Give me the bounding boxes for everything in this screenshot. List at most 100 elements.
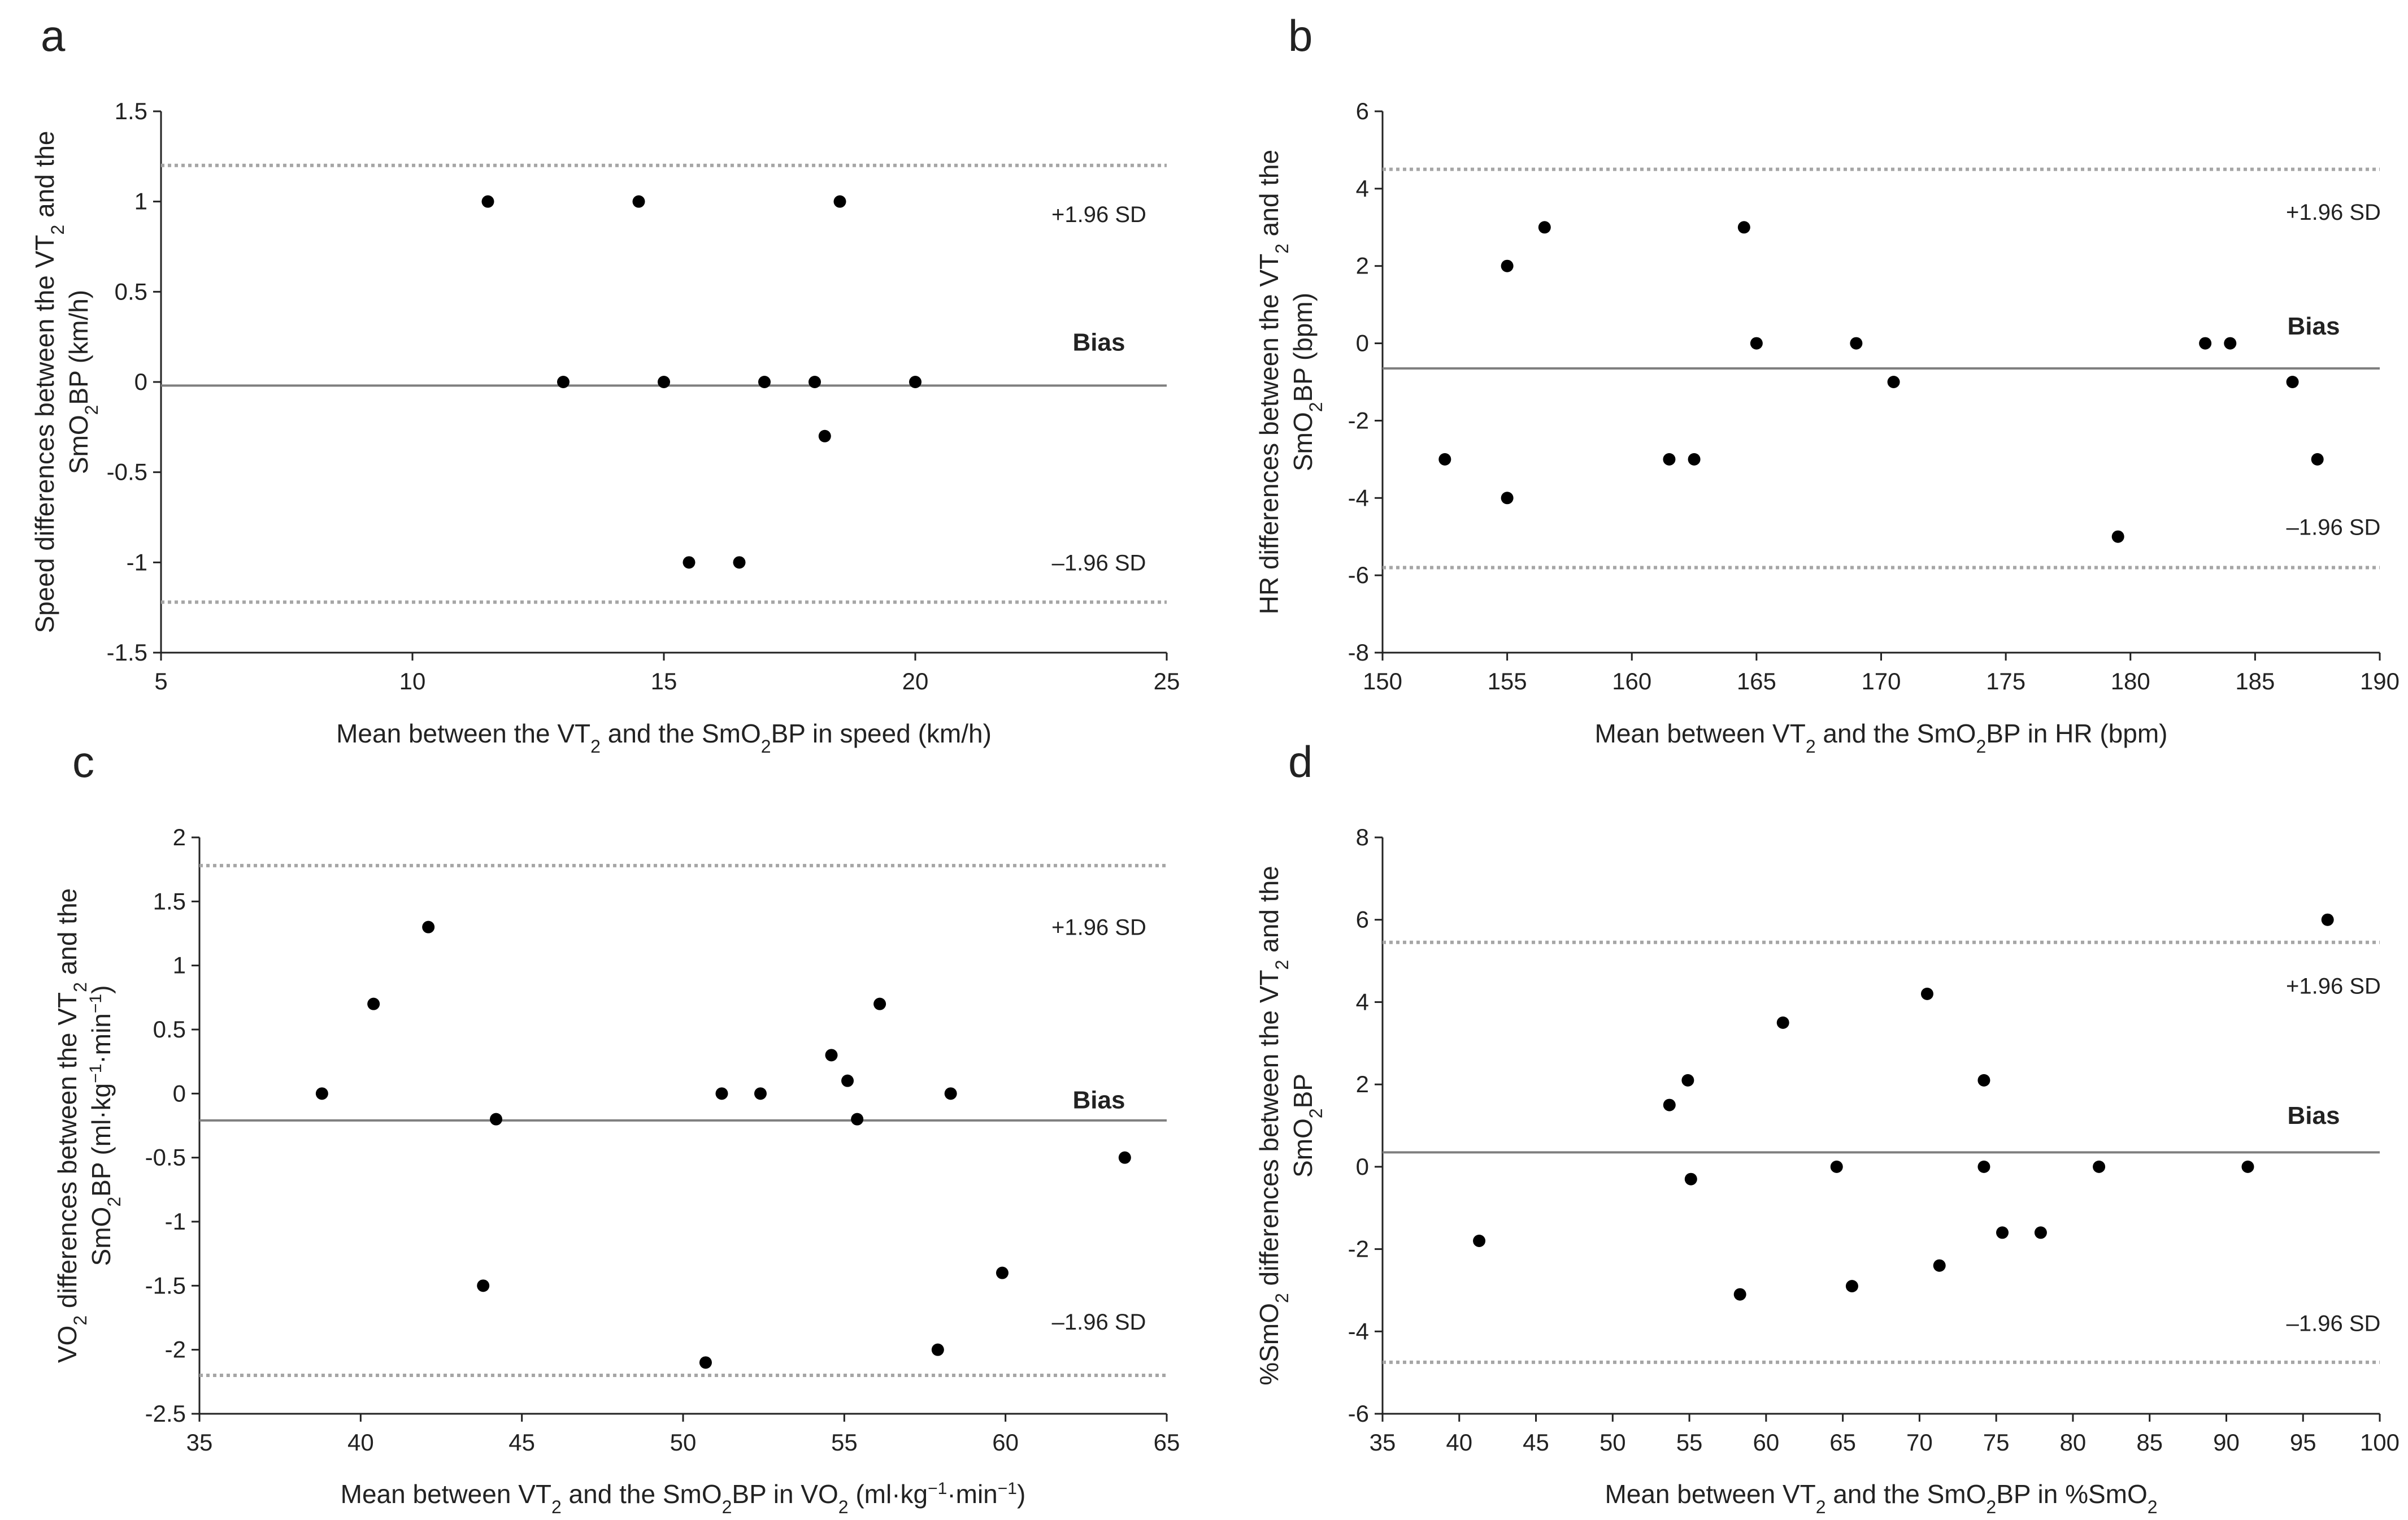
y-tick-label: 0.5: [153, 1016, 186, 1043]
data-point: [367, 997, 380, 1010]
data-point: [1830, 1160, 1843, 1173]
label-text: HR differences between the VT: [1254, 254, 1284, 614]
y-axis-title-line: VO2 differences between the VT2 and the: [53, 888, 90, 1363]
data-point: [1501, 492, 1514, 505]
label-text: and the: [53, 888, 82, 982]
label-text: ·min: [947, 1479, 997, 1509]
x-tick-label: 25: [1154, 668, 1180, 694]
x-tick-label: 150: [1363, 668, 1402, 694]
data-point: [944, 1087, 957, 1100]
label-text: BP in HR (bpm): [1986, 719, 2167, 748]
superscript-text: −1: [86, 1064, 105, 1083]
data-point: [715, 1087, 728, 1100]
data-point: [1977, 1160, 1990, 1173]
data-point: [1850, 337, 1863, 350]
x-tick-label: 35: [1370, 1429, 1396, 1456]
data-point: [632, 195, 645, 208]
x-axis-title: Mean between VT2 and the SmO2BP in HR (b…: [1595, 719, 2168, 757]
y-tick-label: -2: [165, 1336, 186, 1363]
x-tick-label: 160: [1612, 668, 1651, 694]
y-axis-title: %SmO2 differences between the VT2 and th…: [1254, 866, 1326, 1386]
lower-limit-label: –1.96 SD: [2287, 515, 2381, 540]
x-tick-label: 65: [1154, 1429, 1180, 1456]
x-tick-label: 170: [1861, 668, 1901, 694]
x-axis-title: Mean between VT2 and the SmO2BP in VO2 (…: [341, 1479, 1026, 1518]
subscript-text: 2: [47, 225, 68, 235]
data-point: [1663, 1098, 1676, 1111]
data-point: [1118, 1151, 1131, 1164]
x-tick-label: 55: [1676, 1429, 1703, 1456]
data-point: [1681, 1074, 1694, 1087]
label-text: ): [1017, 1479, 1025, 1509]
data-point: [809, 376, 821, 388]
label-text: %SmO: [1254, 1303, 1284, 1386]
label-text: Mean between VT: [1605, 1479, 1815, 1509]
label-text: VO: [53, 1326, 82, 1363]
label-text: and the: [30, 131, 59, 224]
data-point: [2241, 1160, 2254, 1173]
y-tick-label: -4: [1348, 484, 1369, 511]
label-text: and the SmO: [1826, 1479, 1987, 1509]
subscript-text: 2: [838, 1497, 849, 1517]
data-point: [851, 1113, 864, 1126]
subscript-text: 2: [1986, 1497, 1996, 1517]
upper-limit-label: +1.96 SD: [1051, 915, 1146, 940]
y-tick-label: 2: [1356, 253, 1369, 279]
subscript-text: 2: [1306, 1108, 1326, 1118]
x-tick-label: 40: [347, 1429, 374, 1456]
label-text: BP (ml·kg: [86, 1083, 116, 1197]
y-tick-label: -1: [165, 1208, 186, 1235]
y-axis-title-line: Speed differences between the VT2 and th…: [30, 131, 68, 633]
label-text: BP (km/h): [64, 290, 93, 405]
x-axis-title: Mean between the VT2 and the SmO2BP in s…: [336, 719, 992, 757]
x-axis-title: Mean between VT2 and the SmO2BP in %SmO2: [1605, 1479, 2157, 1517]
data-point: [490, 1113, 503, 1126]
data-point: [758, 376, 771, 388]
y-tick-label: -8: [1348, 639, 1369, 666]
x-tick-label: 10: [399, 668, 426, 694]
data-point: [1933, 1259, 1946, 1272]
data-point: [658, 376, 670, 388]
data-point: [1996, 1226, 2009, 1239]
label-text: differences between the VT: [1254, 970, 1284, 1293]
subscript-text: 2: [1306, 402, 1326, 412]
y-tick-label: 6: [1356, 906, 1369, 933]
y-tick-label: 1.5: [153, 888, 186, 914]
subscript-text: 2: [81, 405, 102, 415]
y-tick-label: 4: [1356, 988, 1369, 1015]
y-tick-label: -2: [1348, 407, 1369, 433]
data-point: [2111, 530, 2124, 543]
x-tick-label: 40: [1446, 1429, 1472, 1456]
x-tick-label: 20: [902, 668, 929, 694]
y-tick-label: 0: [173, 1080, 186, 1106]
y-tick-label: 8: [1356, 824, 1369, 850]
label-text: Mean between the VT: [336, 719, 590, 748]
x-tick-label: 100: [2360, 1429, 2400, 1456]
label-text: SmO: [1288, 412, 1318, 471]
y-tick-label: 6: [1356, 98, 1369, 124]
y-tick-label: -2: [1348, 1236, 1369, 1262]
data-point: [931, 1343, 944, 1356]
label-text: Mean between VT: [341, 1479, 551, 1509]
y-tick-label: -6: [1348, 562, 1369, 588]
data-point: [1538, 221, 1551, 234]
y-tick-label: 1: [134, 188, 147, 215]
x-tick-label: 55: [831, 1429, 858, 1456]
panel-letter: c: [72, 737, 94, 787]
x-tick-label: 35: [186, 1429, 213, 1456]
data-point: [1688, 453, 1701, 466]
y-tick-label: -0.5: [107, 459, 147, 485]
label-text: SmO: [86, 1207, 116, 1266]
x-tick-label: 60: [992, 1429, 1019, 1456]
data-point: [733, 556, 746, 569]
y-axis-title: HR differences between the VT2 and theSm…: [1254, 150, 1326, 614]
data-point: [1737, 221, 1750, 234]
panel-letter: a: [41, 11, 66, 60]
y-axis-title-line: SmO2BP (ml·kg−1·min−1): [86, 985, 125, 1266]
data-point: [1776, 1016, 1789, 1029]
data-point: [557, 376, 570, 388]
bias-label: Bias: [1073, 1087, 1125, 1114]
y-tick-label: 0: [1356, 330, 1369, 357]
